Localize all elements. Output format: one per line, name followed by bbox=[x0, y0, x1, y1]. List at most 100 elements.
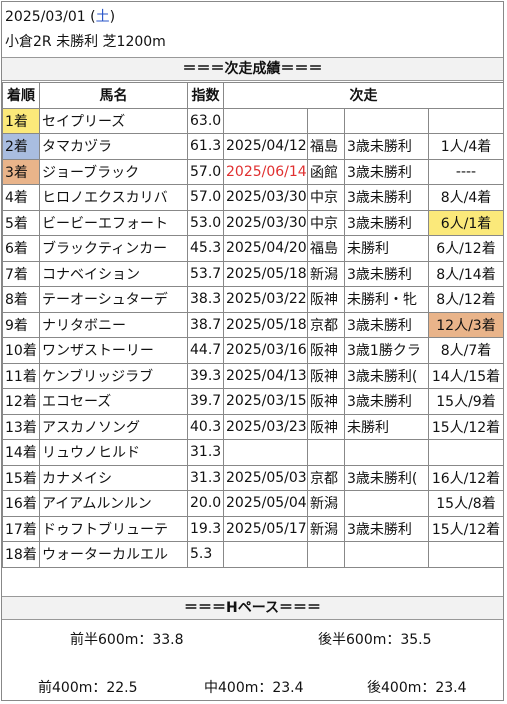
rank-cell: 3着 bbox=[2, 158, 40, 185]
next-race-cell: 3歳未勝利( bbox=[344, 464, 429, 491]
next-track-cell: 阪神 bbox=[307, 388, 345, 415]
horse-name-cell: ヒロノエクスカリバ bbox=[39, 184, 188, 211]
horse-name-cell: ジョーブラック bbox=[39, 158, 188, 185]
col-horse-header: 馬名 bbox=[39, 82, 188, 109]
table-row: 3着 ジョーブラック 57.0 2025/06/14 函館 3歳未勝利 ---- bbox=[2, 158, 504, 185]
rank-cell: 16着 bbox=[2, 490, 40, 517]
next-track-cell: 阪神 bbox=[307, 286, 345, 313]
next-track-cell: 福島 bbox=[307, 235, 345, 262]
horse-name-cell: コナベイション bbox=[39, 260, 188, 287]
next-track-cell bbox=[307, 107, 345, 134]
next-race-cell: 3歳未勝利 bbox=[344, 209, 429, 236]
table-header-row: 着順 馬名 指数 次走 bbox=[2, 82, 504, 109]
next-track-cell: 京都 bbox=[307, 311, 345, 338]
rank-cell: 1着 bbox=[2, 107, 40, 134]
next-date-cell: 2025/04/13 bbox=[223, 362, 308, 389]
next-race-cell: 3歳未勝利 bbox=[344, 133, 429, 160]
table-row: 4着 ヒロノエクスカリバ 57.0 2025/03/30 中京 3歳未勝利 8人/4着 bbox=[2, 184, 504, 211]
col-rank-header: 着順 bbox=[2, 82, 40, 109]
index-cell: 40.3 bbox=[187, 413, 224, 440]
next-race-cell: 3歳未勝利 bbox=[344, 260, 429, 287]
next-date-cell bbox=[223, 541, 308, 568]
table-row: 9着 ナリタボニー 38.7 2025/05/18 京都 3歳未勝利 12人/3着 bbox=[2, 311, 504, 338]
table-row: 13着 アスカノソング 40.3 2025/03/23 阪神 未勝利 15人/12着 bbox=[2, 413, 504, 440]
horse-name-cell: タマカヅラ bbox=[39, 133, 188, 160]
next-race-cell: 3歳1勝クラ bbox=[344, 337, 429, 364]
results-table: 着順 馬名 指数 次走 1着 セイプリーズ 63.0 2着 タマカヅラ 61.3 2025/… bbox=[2, 82, 504, 568]
rank-cell: 4着 bbox=[2, 184, 40, 211]
table-row: 1着 セイプリーズ 63.0 bbox=[2, 107, 504, 134]
next-date-cell: 2025/03/22 bbox=[223, 286, 308, 313]
next-result-cell: 1人/4着 bbox=[428, 133, 504, 160]
next-track-cell: 新潟 bbox=[307, 490, 345, 517]
next-date-cell: 2025/05/18 bbox=[223, 311, 308, 338]
next-result-cell bbox=[428, 107, 504, 134]
next-date-cell: 2025/05/18 bbox=[223, 260, 308, 287]
index-cell: 39.3 bbox=[187, 362, 224, 389]
table-row: 8着 テーオーシュターデ 38.3 2025/03/22 阪神 未勝利・牝 8人/12着 bbox=[2, 286, 504, 313]
horse-name-cell: ウォーターカルエル bbox=[39, 541, 188, 568]
next-race-cell: 3歳未勝利 bbox=[344, 388, 429, 415]
next-track-cell: 福島 bbox=[307, 133, 345, 160]
horse-name-cell: ナリタボニー bbox=[39, 311, 188, 338]
table-row: 18着 ウォーターカルエル 5.3 bbox=[2, 541, 504, 568]
next-date-cell: 2025/03/23 bbox=[223, 413, 308, 440]
rank-cell: 8着 bbox=[2, 286, 40, 313]
next-result-cell: 6人/1着 bbox=[428, 209, 504, 236]
horse-name-cell: アスカノソング bbox=[39, 413, 188, 440]
table-row: 10着 ワンザストーリー 44.7 2025/03/16 阪神 3歳1勝クラ 8人/7着 bbox=[2, 337, 504, 364]
next-date-cell: 2025/04/20 bbox=[223, 235, 308, 262]
horse-name-cell: ブラックティンカー bbox=[39, 235, 188, 262]
next-date-cell bbox=[223, 439, 308, 466]
next-race-cell bbox=[344, 107, 429, 134]
next-race-cell: 3歳未勝利 bbox=[344, 311, 429, 338]
next-result-cell: 15人/8着 bbox=[428, 490, 504, 517]
table-row: 2着 タマカヅラ 61.3 2025/04/12 福島 3歳未勝利 1人/4着 bbox=[2, 133, 504, 160]
next-date-cell: 2025/04/12 bbox=[223, 133, 308, 160]
next-race-cell: 未勝利 bbox=[344, 413, 429, 440]
next-race-cell: 未勝利 bbox=[344, 235, 429, 262]
next-track-cell: 阪神 bbox=[307, 337, 345, 364]
next-result-cell: 16人/12着 bbox=[428, 464, 504, 491]
next-track-cell: 新潟 bbox=[307, 260, 345, 287]
horse-name-cell: セイプリーズ bbox=[39, 107, 188, 134]
next-race-cell: 3歳未勝利 bbox=[344, 158, 429, 185]
table-row: 14着 リュウノヒルド 31.3 bbox=[2, 439, 504, 466]
next-track-cell bbox=[307, 541, 345, 568]
race-date-line: 2025/03/01 (土) bbox=[5, 9, 116, 25]
next-result-cell bbox=[428, 541, 504, 568]
next-race-cell: 未勝利・牝 bbox=[344, 286, 429, 313]
next-race-cell: 3歳未勝利 bbox=[344, 515, 429, 542]
horse-name-cell: カナメイシ bbox=[39, 464, 188, 491]
next-result-cell: 15人/9着 bbox=[428, 388, 504, 415]
table-row: 16着 アイアムルンルン 20.0 2025/05/04 新潟 15人/8着 bbox=[2, 490, 504, 517]
next-track-cell: 新潟 bbox=[307, 515, 345, 542]
next-date-cell: 2025/06/14 bbox=[223, 158, 308, 185]
table-row: 15着 カナメイシ 31.3 2025/05/03 京都 3歳未勝利(16人/12着 bbox=[2, 464, 504, 491]
pace-first-half: 前半600m：33.8 bbox=[70, 632, 184, 648]
index-cell: 20.0 bbox=[187, 490, 224, 517]
next-track-cell: 阪神 bbox=[307, 413, 345, 440]
index-cell: 63.0 bbox=[187, 107, 224, 134]
next-result-cell: 14人/15着 bbox=[428, 362, 504, 389]
horse-name-cell: アイアムルンルン bbox=[39, 490, 188, 517]
index-cell: 57.0 bbox=[187, 184, 224, 211]
horse-name-cell: テーオーシュターデ bbox=[39, 286, 188, 313]
next-result-cell: 15人/12着 bbox=[428, 515, 504, 542]
pace-front-400: 前400m：22.5 bbox=[38, 680, 138, 696]
rank-cell: 5着 bbox=[2, 209, 40, 236]
rank-cell: 14着 bbox=[2, 439, 40, 466]
rank-cell: 18着 bbox=[2, 541, 40, 568]
horse-name-cell: ドゥフトブリューテ bbox=[39, 515, 188, 542]
horse-name-cell: リュウノヒルド bbox=[39, 439, 188, 466]
next-date-cell bbox=[223, 107, 308, 134]
index-cell: 53.7 bbox=[187, 260, 224, 287]
rank-cell: 11着 bbox=[2, 362, 40, 389]
horse-name-cell: ワンザストーリー bbox=[39, 337, 188, 364]
table-row: 5着 ビービーエフォート 53.0 2025/03/30 中京 3歳未勝利 6人/1着 bbox=[2, 209, 504, 236]
race-title: 小倉2R 未勝利 芝1200m bbox=[5, 34, 166, 50]
race-date: 2025/03/01 bbox=[5, 9, 86, 25]
next-result-cell: 8人/7着 bbox=[428, 337, 504, 364]
horse-name-cell: ビービーエフォート bbox=[39, 209, 188, 236]
